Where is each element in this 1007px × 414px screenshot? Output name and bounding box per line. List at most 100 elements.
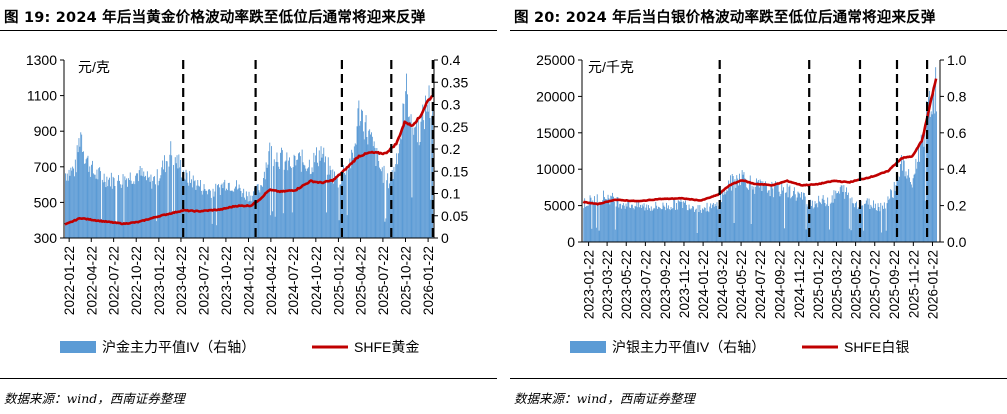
iv-bar [781,181,783,242]
iv-bars [583,67,937,243]
iv-bar [766,192,768,242]
iv-bar [271,146,272,238]
iv-bar [119,184,121,238]
iv-bar [227,190,228,238]
x-tick-label: 2022-10-22 [129,246,144,315]
iv-bar [926,101,928,242]
iv-bar [919,143,921,242]
iv-bar [383,165,385,238]
iv-bar [416,122,417,238]
iv-bar [889,198,891,242]
iv-bar [829,203,831,242]
iv-bar [385,218,387,238]
iv-bar [274,216,276,238]
y-tick-label-left: 500 [34,194,58,210]
iv-bar [620,203,622,242]
iv-bar [416,142,418,238]
iv-bar [158,180,160,238]
iv-bar [165,161,167,238]
iv-bar [313,152,315,238]
iv-bar [757,181,758,242]
iv-bar [890,189,892,242]
iv-bar [394,171,396,238]
iv-bar [308,167,309,238]
iv-bar [96,169,98,238]
iv-bar [254,187,255,238]
iv-bar [802,192,804,242]
iv-bar [137,173,138,238]
iv-bar [665,210,667,242]
iv-bar [837,193,838,242]
iv-bar [628,201,630,242]
iv-bar [809,207,811,242]
figure-title: 图 20: 2024 年后当白银价格波动率跌至低位后通常将迎来反弹 [514,10,936,26]
iv-bar [398,143,400,238]
iv-bar [315,155,317,238]
iv-bar [144,176,146,238]
iv-bar [283,169,285,238]
iv-bar [174,157,176,238]
iv-bar [110,186,111,238]
iv-bar [610,195,612,242]
iv-bar [277,162,279,238]
iv-bar [812,208,814,242]
iv-bar [126,178,128,238]
iv-bar [795,200,797,242]
iv-bar [595,227,597,242]
iv-bar [925,200,927,242]
iv-bar [299,156,301,238]
iv-bar [161,167,163,238]
y-tick-label-right: 0.3 [441,97,461,113]
iv-bar [130,180,132,238]
silver-volatility-chart: 0 5000 10000 15000 20000 25000 0.0 0.2 0.4 0.6 0.8… [536,52,967,355]
iv-bar [159,178,161,238]
iv-bar [685,200,686,242]
legend-bar-swatch [60,341,96,353]
iv-bar [263,171,265,238]
iv-bar [594,196,595,242]
iv-bar [898,180,900,242]
iv-bar [164,155,165,238]
iv-bar [122,174,124,238]
iv-bar [674,198,676,242]
iv-bar [647,209,649,242]
iv-bar [924,128,926,242]
iv-bar [730,175,731,242]
iv-bar [230,191,232,238]
iv-bar [829,229,830,242]
iv-bar [690,209,692,242]
iv-bar [696,233,698,242]
iv-bar [93,174,95,238]
iv-bar [420,121,422,238]
iv-bar [108,179,110,238]
iv-bar [351,149,353,238]
iv-bar [622,203,624,242]
y-tick-label-right: 0.6 [947,125,967,141]
x-tick-label: 2023-04-22 [174,246,189,315]
iv-bar [598,230,600,242]
iv-bar [910,182,911,242]
iv-bar [592,200,594,242]
iv-bar [235,186,236,238]
iv-bar [225,190,227,238]
iv-bar [278,166,280,238]
iv-bar [820,204,822,242]
iv-bar [168,166,170,238]
iv-bar [650,206,652,242]
iv-bar [788,186,790,242]
x-tick-label: 2025-01-22 [331,246,346,315]
iv-bar [905,171,907,242]
iv-bar [914,173,916,242]
iv-bar [335,178,336,238]
iv-bar [349,158,351,238]
iv-bar [286,152,288,238]
iv-bar [693,206,694,242]
iv-bar [327,157,329,238]
iv-bar [259,192,261,238]
x-tick-label: 2025-01-22 [811,250,826,319]
iv-bar [99,167,101,238]
y-tick-label-left: 10000 [536,161,575,177]
iv-bar [83,163,85,238]
iv-bar [142,176,144,238]
y-tick-label-left: 900 [34,123,58,139]
